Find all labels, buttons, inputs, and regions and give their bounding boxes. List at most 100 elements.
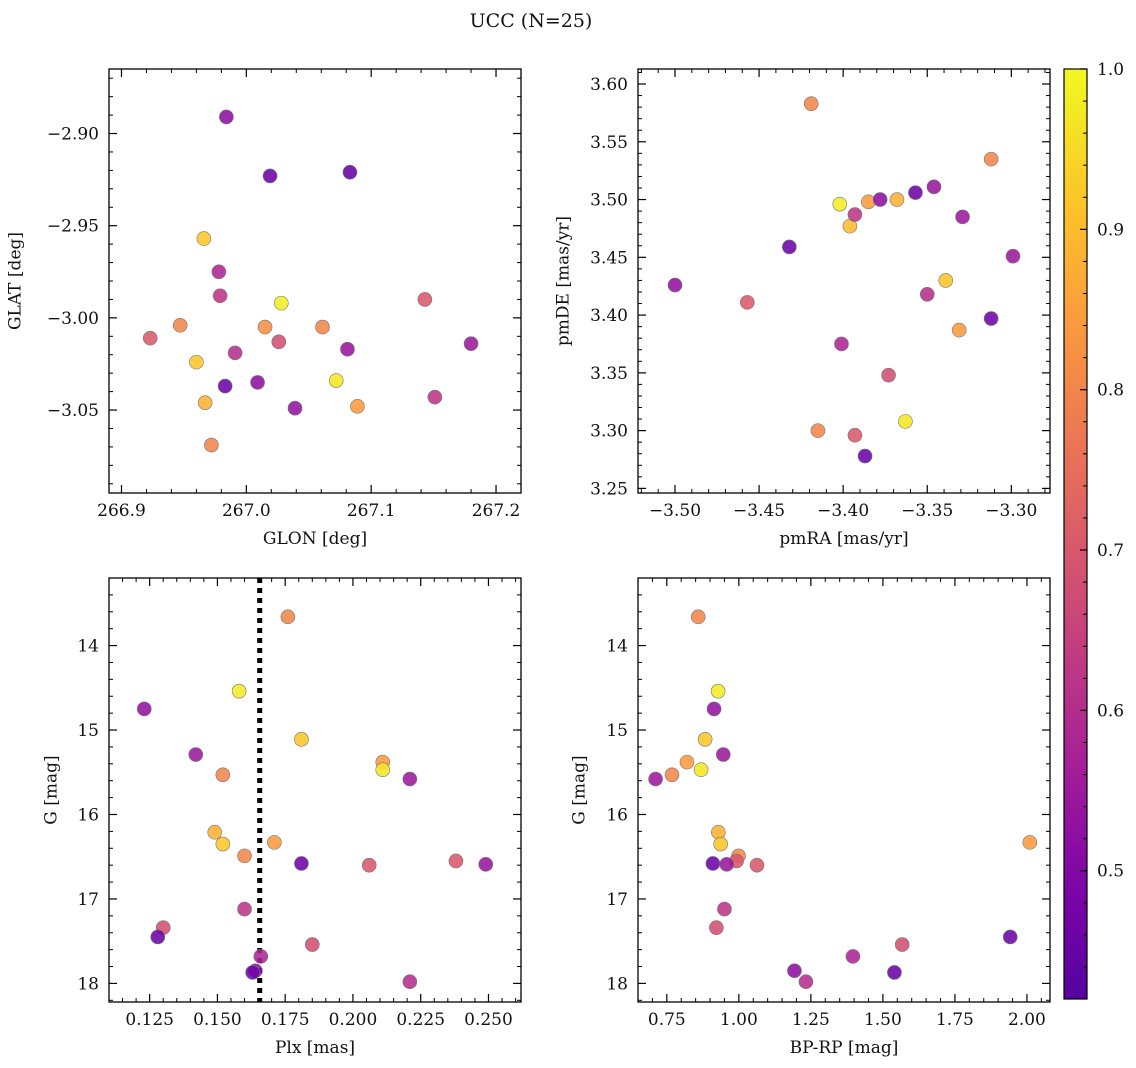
x-tick-label: 1.50: [864, 1010, 902, 1030]
x-tick-label: 0.125: [125, 1010, 174, 1030]
data-point: [189, 354, 204, 370]
points: [667, 96, 1021, 464]
data-point: [894, 937, 910, 952]
data-point: [749, 857, 765, 873]
y-tick-label: 3.40: [590, 306, 628, 326]
data-point: [245, 965, 260, 980]
colorbar-tick-label: 0.7: [1097, 541, 1124, 561]
y-axis-label: pmDE [mas/yr]: [554, 216, 574, 346]
y-tick-label: 16: [606, 805, 628, 825]
data-point: [188, 747, 204, 762]
data-point: [697, 732, 713, 747]
data-point: [881, 367, 896, 383]
colorbar-tick-label: 0.5: [1097, 862, 1124, 882]
points: [136, 609, 494, 990]
x-tick-label: 0.75: [648, 1010, 686, 1030]
y-tick-label: 18: [77, 974, 99, 994]
y-axis-label: G [mag]: [570, 755, 590, 824]
colorbar: 0.5 0.6 0.7 0.8 0.9 1.0: [1063, 60, 1124, 1000]
data-point: [287, 400, 303, 416]
data-point: [211, 264, 227, 280]
y-tick-label: 17: [606, 890, 628, 910]
panel-bottom-right: 0.75 1.00 1.25 1.50 1.75 2.00 14 15 16 17 18 BP-RP …: [570, 577, 1051, 1058]
data-point: [706, 701, 722, 717]
scatter-panels: 266.9 267.0 267.1 267.2 −2.90 −2.95 −3.00 −3.05…: [6, 68, 1051, 1058]
x-tick-label: 1.25: [792, 1010, 830, 1030]
data-point: [693, 762, 709, 778]
data-point: [648, 771, 663, 787]
data-point: [983, 311, 999, 326]
x-axis-label: GLON [deg]: [263, 529, 367, 549]
data-point: [898, 414, 913, 429]
x-axis-label: Plx [mas]: [275, 1038, 355, 1058]
y-tick-label: 3.50: [590, 191, 628, 211]
x-axis-label: BP-RP [mag]: [790, 1038, 899, 1058]
panel-top-left: 266.9 267.0 267.1 267.2 −2.90 −2.95 −3.00 −3.05…: [6, 68, 522, 549]
y-axis-label: GLAT [deg]: [6, 232, 26, 330]
x-tick-label: 0.200: [329, 1010, 378, 1030]
data-point: [845, 949, 861, 964]
x-tick-label: 0.225: [396, 1010, 445, 1030]
data-point: [889, 192, 905, 207]
x-tick-label: 2.00: [1008, 1010, 1046, 1030]
y-tick-label: 3.30: [590, 422, 628, 442]
data-point: [342, 164, 358, 180]
data-point: [402, 974, 418, 990]
x-tick-label: 1.75: [936, 1010, 974, 1030]
data-point: [417, 292, 433, 307]
data-point: [1005, 248, 1021, 264]
colorbar-tick-label: 1.0: [1097, 60, 1124, 80]
data-point: [257, 319, 273, 335]
data-point: [740, 295, 755, 310]
data-point: [207, 824, 223, 840]
data-point: [803, 96, 819, 111]
y-tick-label: 3.35: [590, 364, 628, 384]
y-tick-label: 16: [77, 805, 99, 825]
data-point: [679, 754, 695, 770]
points: [648, 609, 1038, 990]
x-tick-label: −3.35: [901, 501, 953, 521]
y-tick-label: −2.95: [47, 217, 99, 237]
data-point: [150, 929, 166, 945]
y-tick-label: 18: [606, 974, 628, 994]
data-point: [375, 762, 391, 778]
x-tick-label: 267.0: [222, 501, 271, 521]
data-point: [983, 151, 999, 167]
y-tick-label: 15: [77, 721, 99, 741]
data-point: [402, 771, 418, 787]
data-point: [463, 336, 479, 351]
x-tick-label: 267.2: [472, 501, 521, 521]
data-point: [328, 373, 344, 388]
x-tick-label: 267.1: [347, 501, 396, 521]
data-point: [280, 609, 296, 625]
data-point: [717, 901, 732, 917]
data-point: [667, 277, 683, 293]
colorbar-tick-label: 0.8: [1097, 381, 1124, 401]
data-point: [919, 286, 935, 302]
y-tick-label: 17: [77, 890, 99, 910]
data-point: [204, 437, 219, 453]
data-point: [1022, 835, 1038, 850]
data-point: [142, 330, 158, 346]
data-point: [271, 334, 287, 350]
data-point: [709, 920, 724, 935]
data-point: [710, 683, 726, 699]
data-point: [857, 448, 873, 464]
data-point: [340, 341, 355, 357]
data-point: [690, 609, 706, 625]
data-point: [262, 168, 278, 184]
x-tick-label: 0.175: [261, 1010, 310, 1030]
data-point: [215, 836, 231, 852]
data-point: [887, 965, 902, 980]
axes-frame: [108, 577, 522, 1003]
x-tick-label: 266.9: [97, 501, 146, 521]
data-point: [136, 701, 152, 717]
x-tick-label: −3.40: [817, 501, 869, 521]
data-point: [304, 937, 320, 952]
data-point: [951, 322, 967, 338]
x-tick-label: 0.150: [193, 1010, 242, 1030]
data-point: [212, 288, 228, 304]
figure-title: UCC (N=25): [470, 10, 593, 32]
data-point: [253, 949, 269, 964]
x-tick-label: 0.250: [464, 1010, 513, 1030]
